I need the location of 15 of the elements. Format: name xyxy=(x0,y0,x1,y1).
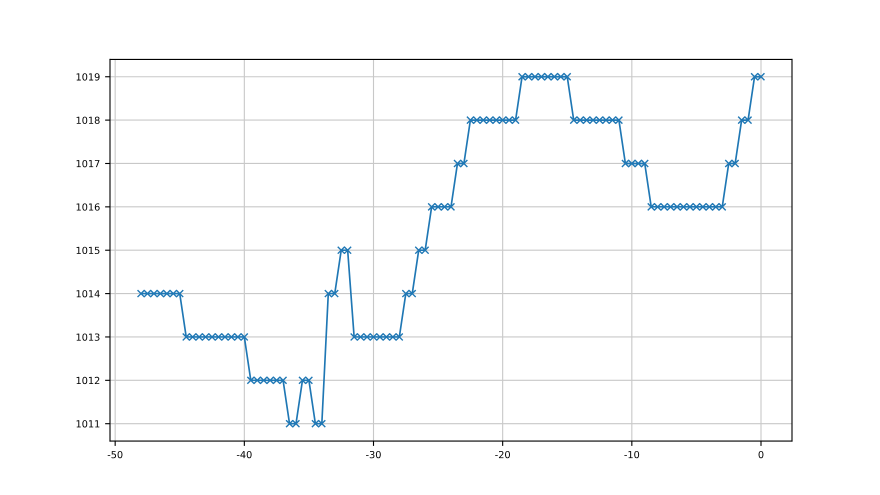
y-tick-label: 1011 xyxy=(76,420,100,428)
y-tick-label: 1013 xyxy=(76,333,100,341)
x-tick-label: -30 xyxy=(366,450,381,458)
y-tick-label: 1017 xyxy=(76,160,100,168)
x-tick-label: -10 xyxy=(624,450,640,458)
y-tick-label: 1019 xyxy=(76,73,100,81)
x-tick-label: -20 xyxy=(495,450,510,458)
x-tick-label: -50 xyxy=(108,450,122,458)
x-tick-label: -40 xyxy=(236,450,252,458)
y-tick-label: 1016 xyxy=(76,203,100,211)
x-tick-label: 0 xyxy=(758,450,764,458)
y-tick-label: 1018 xyxy=(76,116,100,124)
y-tick-label: 1015 xyxy=(76,246,100,254)
y-tick-label: 1014 xyxy=(76,290,100,298)
y-tick-label: 1012 xyxy=(76,376,100,384)
